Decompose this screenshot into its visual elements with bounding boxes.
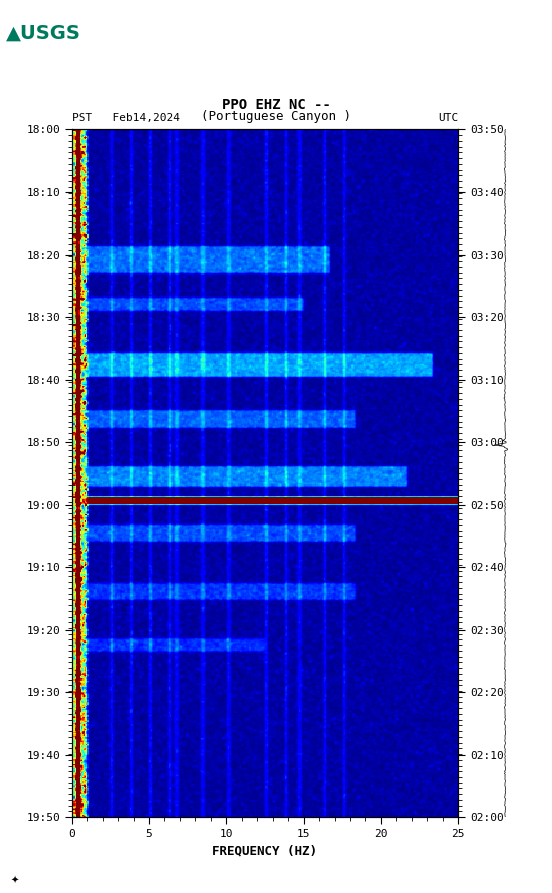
Text: (Portuguese Canyon ): (Portuguese Canyon ) [201,110,351,123]
Text: ✦: ✦ [11,876,19,886]
Text: PST   Feb14,2024: PST Feb14,2024 [72,113,180,123]
Text: ▲USGS: ▲USGS [6,24,81,43]
Text: UTC: UTC [438,113,458,123]
Text: PPO EHZ NC --: PPO EHZ NC -- [221,97,331,112]
X-axis label: FREQUENCY (HZ): FREQUENCY (HZ) [213,845,317,857]
